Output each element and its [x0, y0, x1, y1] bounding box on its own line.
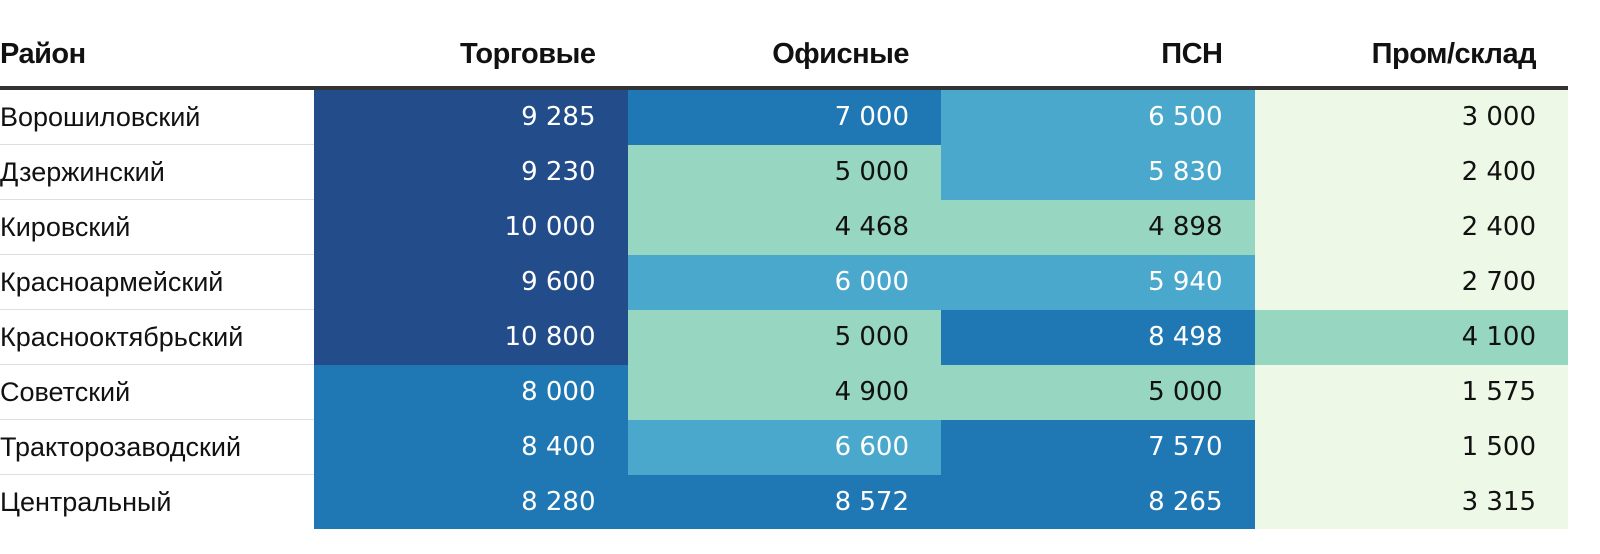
district-name-cell: Центральный	[0, 486, 172, 517]
table-row: Дзержинский 9 230 5 000 5 830 2 400	[0, 144, 1568, 200]
table-row: Советский 8 000 4 900 5 000 1 575	[0, 364, 1568, 420]
value-cell-industrial: 2 400	[1254, 144, 1568, 200]
value-cell-psn: 4 898	[941, 199, 1255, 255]
value-cell-office: 6 600	[627, 419, 941, 475]
column-header-district: Район	[0, 22, 314, 90]
value-cell-industrial: 1 500	[1254, 419, 1568, 475]
table-row: Ворошиловский 9 285 7 000 6 500 3 000	[0, 88, 1568, 145]
value-cell-office: 5 000	[627, 309, 941, 365]
value-cell-industrial: 3 315	[1254, 474, 1568, 529]
heatmap-table-container: Район Торговые Офисные ПСН Пром/склад Во…	[0, 22, 1568, 529]
district-name-cell: Кировский	[0, 199, 314, 255]
value-cell-office: 5 000	[627, 144, 941, 200]
column-header-psn: ПСН	[941, 22, 1255, 90]
value-cell-psn: 5 940	[941, 254, 1255, 310]
header-row: Район Торговые Офисные ПСН Пром/склад	[0, 22, 1568, 90]
value-cell-psn: 5 830	[941, 144, 1255, 200]
price-heatmap-table: Район Торговые Офисные ПСН Пром/склад Во…	[0, 22, 1568, 529]
value-cell-psn: 5 000	[941, 364, 1255, 420]
column-header-office: Офисные	[627, 22, 941, 90]
value-cell-office: 6 000	[627, 254, 941, 310]
column-header-retail: Торговые	[314, 22, 628, 90]
value-cell-industrial: 3 000	[1254, 88, 1568, 145]
table-row: Центральный 8 280 8 572 8 265 3 315	[0, 474, 1568, 529]
district-name-cell: Дзержинский	[0, 144, 314, 200]
value-cell-industrial: 1 575	[1254, 364, 1568, 420]
value-cell-retail: 9 285	[314, 88, 628, 145]
value-cell-industrial: 2 700	[1254, 254, 1568, 310]
column-header-industrial: Пром/склад	[1254, 22, 1568, 90]
table-body: Ворошиловский 9 285 7 000 6 500 3 000 Дзержин…	[0, 88, 1568, 529]
value-cell-retail: 10 000	[314, 199, 628, 255]
table-row: Кировский 10 000 4 468 4 898 2 400	[0, 199, 1568, 255]
value-cell-retail: 8 400	[314, 419, 628, 475]
table-row: Краснооктябрьский 10 800 5 000 8 498 4 100	[0, 309, 1568, 365]
district-name-cell: Тракторозаводский	[0, 419, 314, 475]
value-cell-office: 8 572	[627, 474, 941, 529]
value-cell-retail: 10 800	[314, 309, 628, 365]
value-cell-office: 4 900	[627, 364, 941, 420]
district-name-cell: Ворошиловский	[0, 88, 314, 145]
value-cell-office: 4 468	[627, 199, 941, 255]
value-cell-psn: 8 265	[941, 474, 1255, 529]
value-cell-retail: 9 600	[314, 254, 628, 310]
value-cell-retail: 8 000	[314, 364, 628, 420]
district-name-cell: Красноармейский	[0, 254, 314, 310]
value-cell-office: 7 000	[627, 88, 941, 145]
value-cell-psn: 6 500	[941, 88, 1255, 145]
table-row: Тракторозаводский 8 400 6 600 7 570 1 500	[0, 419, 1568, 475]
value-cell-industrial: 2 400	[1254, 199, 1568, 255]
district-name-cell: Краснооктябрьский	[0, 309, 314, 365]
district-name-cell: Советский	[0, 364, 314, 420]
value-cell-psn: 7 570	[941, 419, 1255, 475]
value-cell-retail: 8 280	[314, 474, 628, 529]
value-cell-retail: 9 230	[314, 144, 628, 200]
value-cell-psn: 8 498	[941, 309, 1255, 365]
value-cell-industrial: 4 100	[1254, 309, 1568, 365]
table-row: Красноармейский 9 600 6 000 5 940 2 700	[0, 254, 1568, 310]
